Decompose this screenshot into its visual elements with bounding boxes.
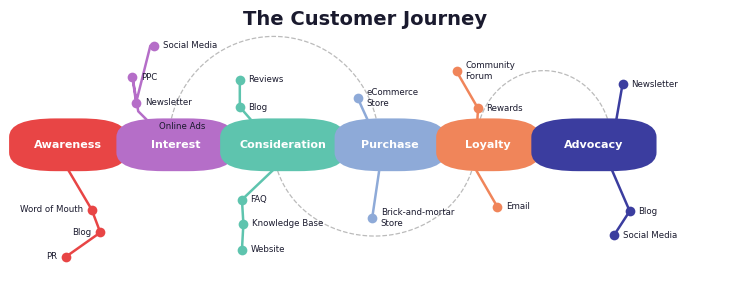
Text: eCommerce
Store: eCommerce Store (366, 88, 418, 109)
Text: Blog: Blog (638, 207, 658, 216)
Text: Advocacy: Advocacy (564, 140, 623, 150)
Text: Consideration: Consideration (239, 140, 326, 150)
Text: Email: Email (506, 202, 530, 211)
Text: Newsletter: Newsletter (145, 98, 191, 107)
Text: Interest: Interest (150, 140, 200, 150)
Text: FAQ: FAQ (250, 195, 267, 204)
Text: Brick-and-mortar
Store: Brick-and-mortar Store (381, 208, 454, 228)
Text: Word of Mouth: Word of Mouth (20, 205, 83, 214)
Text: Rewards: Rewards (487, 104, 523, 113)
Text: Reviews: Reviews (248, 75, 284, 84)
Text: PPC: PPC (141, 72, 158, 81)
FancyBboxPatch shape (116, 118, 234, 171)
Text: Website: Website (250, 245, 285, 254)
FancyBboxPatch shape (334, 118, 445, 171)
Text: Blog: Blog (72, 228, 92, 237)
Text: Newsletter: Newsletter (631, 80, 678, 89)
FancyBboxPatch shape (437, 118, 540, 171)
FancyBboxPatch shape (531, 118, 656, 171)
Text: Community
Forum: Community Forum (465, 61, 515, 81)
Text: Online Ads: Online Ads (159, 123, 205, 132)
FancyBboxPatch shape (220, 118, 345, 171)
Text: Loyalty: Loyalty (465, 140, 511, 150)
Text: Blog: Blog (248, 102, 267, 111)
Text: Social Media: Social Media (623, 231, 677, 240)
Text: Purchase: Purchase (361, 140, 419, 150)
Text: Knowledge Base: Knowledge Base (252, 219, 323, 228)
Text: Awareness: Awareness (34, 140, 102, 150)
Text: Social Media: Social Media (163, 41, 217, 50)
Text: The Customer Journey: The Customer Journey (243, 10, 487, 29)
FancyBboxPatch shape (9, 118, 127, 171)
Text: PR: PR (46, 252, 58, 261)
